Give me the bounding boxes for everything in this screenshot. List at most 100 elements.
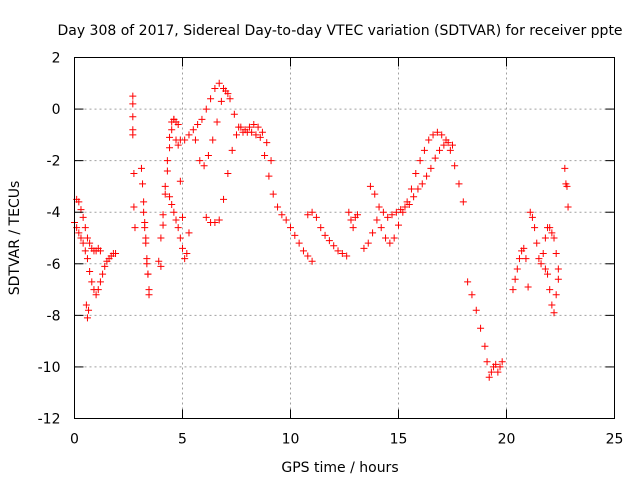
series-arc-a2 [73,195,104,255]
data-point [211,219,219,227]
data-point [99,270,107,278]
data-point [83,314,91,322]
data-point [96,247,104,255]
data-point [129,100,137,108]
data-point [382,234,390,242]
data-point [230,110,238,118]
data-point [258,128,266,136]
data-point [477,324,485,332]
data-point [390,234,398,242]
data-point [446,146,454,154]
data-point [140,198,148,206]
data-point [241,126,249,134]
data-point [185,229,193,237]
data-point [163,167,171,175]
data-point [509,286,517,294]
series-arc-q [541,265,562,317]
series-arc-l [360,128,467,252]
series-arc-o [509,244,532,294]
data-point [317,224,325,232]
data-point [425,136,433,144]
data-point [83,255,91,263]
data-point [561,164,569,172]
x-tick-label: 20 [498,432,516,448]
data-point [282,216,290,224]
data-point [83,234,91,242]
data-point [375,203,383,211]
data-point [481,342,489,350]
data-point [483,358,491,366]
series-arc-j [304,208,351,260]
y-tick-label: -12 [38,412,61,428]
data-point [220,195,228,203]
data-point [155,257,163,265]
y-tick-label: -10 [38,360,61,376]
x-axis-label: GPS time / hours [281,460,398,476]
data-point [401,203,409,211]
data-point [85,306,93,314]
data-point [492,360,500,368]
data-point [494,368,502,376]
data-point [215,216,223,224]
data-point [82,301,90,309]
data-point [487,368,495,376]
data-point [137,164,145,172]
data-point [384,213,392,221]
scatter-points [71,79,572,381]
data-point [449,141,456,149]
data-point [142,239,150,247]
data-point [224,170,232,178]
data-point [539,249,547,257]
data-point [407,185,415,193]
series-arc-m [366,139,456,221]
data-point [163,157,171,165]
data-point [395,221,402,229]
data-point [183,249,191,257]
data-point [222,87,230,95]
data-point [207,95,215,103]
data-point [528,213,536,221]
data-point [360,244,368,252]
data-point [96,278,104,286]
series-arc-e [155,115,182,265]
data-point [451,162,459,170]
data-point [526,208,534,216]
data-point [392,208,400,216]
y-tick-label: -4 [47,205,61,221]
data-point [194,121,202,129]
data-point [75,198,83,206]
data-point [537,260,545,268]
data-point [531,224,539,232]
data-point [541,265,549,273]
data-point [278,211,286,219]
data-point [204,151,212,159]
grid [74,57,615,419]
data-point [373,216,381,224]
data-point [189,126,197,134]
data-point [304,252,312,260]
data-point [522,255,530,263]
data-point [166,193,174,201]
data-point [181,136,189,144]
data-point [274,203,282,211]
data-point [166,144,174,152]
series-arc-d2 [140,208,153,299]
data-point [498,358,506,366]
data-point [161,182,169,190]
data-point [267,157,275,165]
data-point [410,193,418,201]
data-point [299,247,307,255]
data-point [554,265,562,273]
data-point [252,131,260,139]
data-point [233,131,240,139]
y-tick-label: 0 [52,102,61,118]
data-point [86,239,94,247]
data-point [79,213,87,221]
data-point [444,139,452,147]
series-arc-n [464,278,506,381]
data-point [179,244,186,252]
data-point [472,306,480,314]
x-tick-label: 10 [282,432,300,448]
data-point [202,105,210,113]
x-tick-label: 5 [178,432,187,448]
